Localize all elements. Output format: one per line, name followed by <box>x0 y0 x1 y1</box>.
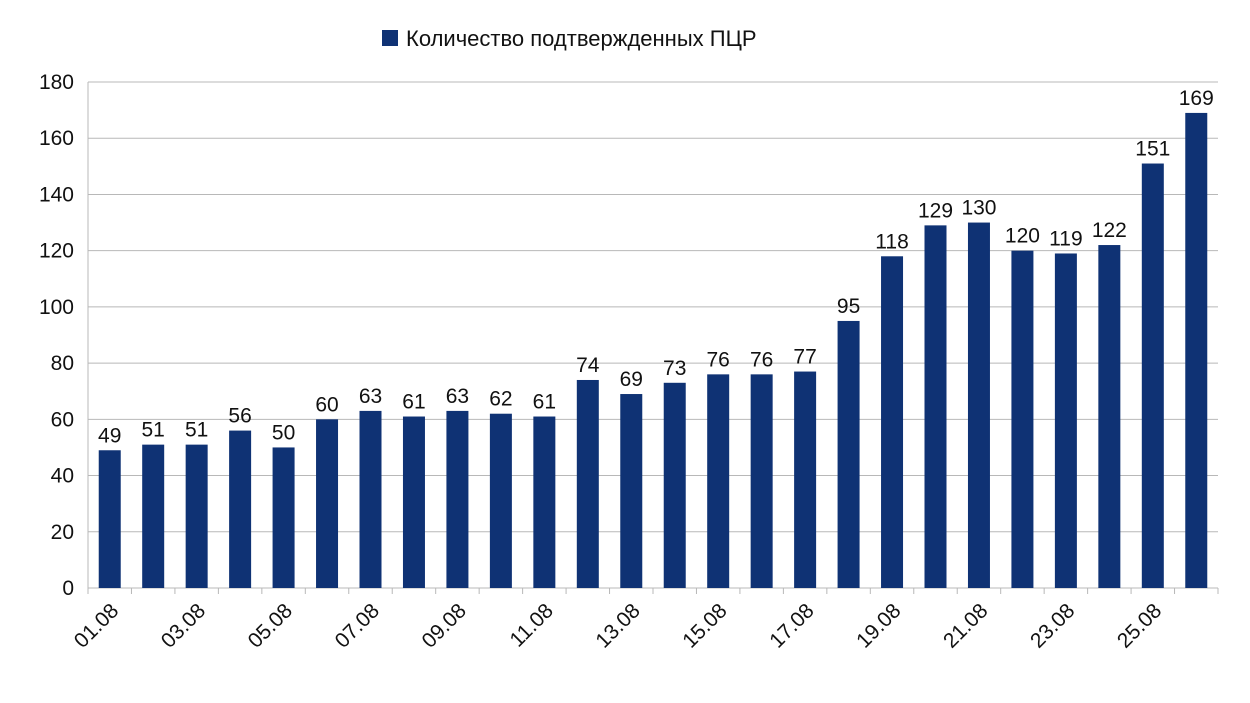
data-label: 61 <box>533 391 556 414</box>
data-label: 77 <box>793 346 816 369</box>
y-tick-label: 160 <box>39 127 74 150</box>
data-label: 51 <box>142 419 165 442</box>
legend-swatch <box>382 30 398 46</box>
y-tick-label: 120 <box>39 240 74 263</box>
x-axis: 01.08 03.08 05.08 07.08 09.08 11.08 13.08 15.08… <box>70 588 1219 653</box>
y-tick-label: 80 <box>51 352 74 375</box>
bar <box>316 419 339 588</box>
bar <box>402 416 425 588</box>
bar <box>1011 250 1034 588</box>
bar <box>663 382 686 588</box>
x-tick-label: 03.08 <box>157 599 210 652</box>
x-tick-label: 01.08 <box>70 599 123 652</box>
data-labels: 49 51 51 56 50 60 63 61 63 62 61 74 69 73 76 76 77 95 118 1… <box>98 87 1214 447</box>
x-tick-label: 25.08 <box>1113 599 1166 652</box>
bar <box>750 374 773 588</box>
data-label: 120 <box>1005 225 1040 248</box>
bar <box>620 394 643 588</box>
x-tick-label: 11.08 <box>506 599 558 651</box>
data-label: 61 <box>402 391 425 414</box>
bar <box>1098 245 1121 589</box>
bar <box>1054 253 1077 588</box>
x-tick-label: 05.08 <box>244 599 297 652</box>
bar <box>967 222 990 589</box>
x-tick-label: 19.08 <box>852 599 905 652</box>
data-label: 129 <box>918 199 953 222</box>
data-label: 122 <box>1092 219 1127 242</box>
y-tick-label: 140 <box>39 183 74 206</box>
data-label: 63 <box>446 385 469 408</box>
y-tick-label: 0 <box>62 577 74 600</box>
bar <box>489 413 512 588</box>
data-label: 69 <box>620 368 643 391</box>
data-label: 118 <box>875 230 908 253</box>
bar <box>881 256 904 588</box>
data-label: 169 <box>1179 87 1214 110</box>
data-label: 76 <box>750 348 773 371</box>
y-axis: 0 20 40 60 80 100 120 140 160 180 <box>39 71 89 600</box>
bar <box>576 379 599 588</box>
data-label: 51 <box>185 419 208 442</box>
bar <box>924 225 947 588</box>
data-label: 60 <box>315 393 338 416</box>
y-tick-label: 60 <box>51 408 74 431</box>
bar <box>185 444 208 588</box>
data-label: 50 <box>272 421 295 444</box>
x-tick-label: 23.08 <box>1026 599 1079 652</box>
data-label: 56 <box>228 405 251 428</box>
bar <box>98 450 121 588</box>
data-label: 130 <box>961 197 996 220</box>
bar <box>142 444 165 588</box>
data-label: 74 <box>576 354 600 377</box>
bar <box>1141 163 1164 588</box>
data-label: 49 <box>98 424 121 447</box>
legend-label: Количество подтвержденных ПЦР <box>406 26 757 51</box>
data-label: 119 <box>1049 227 1082 250</box>
data-label: 73 <box>663 357 686 380</box>
data-label: 62 <box>489 388 512 411</box>
x-tick-label: 09.08 <box>418 599 471 652</box>
bar <box>359 410 382 588</box>
gridlines <box>88 81 1218 589</box>
bar <box>533 416 556 588</box>
bars <box>98 112 1208 589</box>
y-tick-label: 180 <box>39 71 74 94</box>
bar <box>229 430 252 588</box>
x-tick-label: 15.08 <box>678 599 731 652</box>
bar <box>707 374 730 588</box>
bar <box>446 410 469 588</box>
bar <box>837 320 860 588</box>
y-tick-label: 20 <box>51 521 74 544</box>
x-tick-label: 21.08 <box>939 599 992 652</box>
bar <box>272 447 295 588</box>
bar <box>1185 112 1208 588</box>
x-tick-label: 17.08 <box>765 599 818 652</box>
data-label: 95 <box>837 295 860 318</box>
data-label: 151 <box>1135 138 1170 161</box>
x-tick-label: 07.08 <box>331 599 384 652</box>
data-label: 63 <box>359 385 382 408</box>
data-label: 76 <box>707 348 730 371</box>
y-tick-label: 100 <box>39 296 74 319</box>
y-tick-label: 40 <box>51 465 74 488</box>
x-tick-label: 13.08 <box>591 599 644 652</box>
legend: Количество подтвержденных ПЦР <box>382 26 757 51</box>
bar <box>794 371 817 588</box>
